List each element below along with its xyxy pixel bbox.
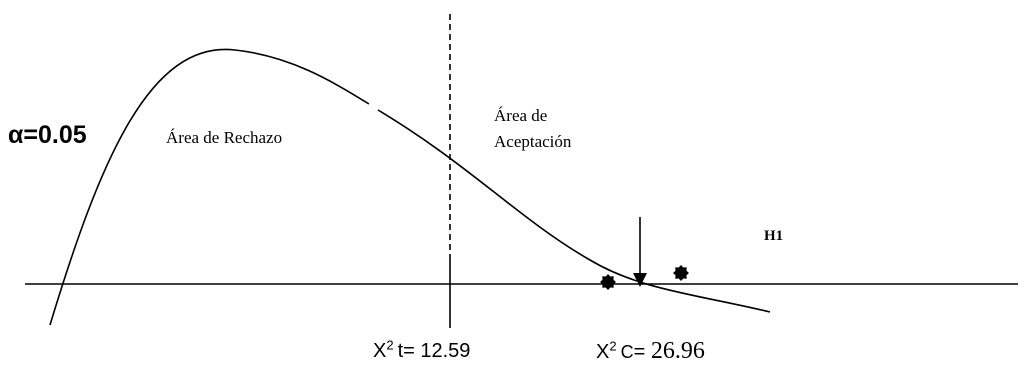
acceptance-area-line1: Área de <box>494 106 548 125</box>
down-arrow-icon <box>633 217 647 287</box>
distribution-curve <box>49 48 370 326</box>
critical-value-sub: t <box>397 340 404 362</box>
calculated-value-sub: C <box>620 342 634 362</box>
burst-star-icon <box>673 265 689 281</box>
calculated-value-label: X2 C= 26.96 <box>596 338 705 365</box>
calculated-value-power: 2 <box>609 338 617 354</box>
distribution-curve-tail <box>377 109 771 313</box>
calculated-value-symbol: X <box>596 341 610 363</box>
burst-star-icon <box>600 274 616 290</box>
acceptance-area-label: Área de Aceptación <box>494 103 571 155</box>
critical-value-label: X2 t= 12.59 <box>373 337 471 363</box>
rejection-area-label: Área de Rechazo <box>166 128 283 147</box>
calculated-value-number: 26.96 <box>650 338 705 364</box>
acceptance-area-line2: Aceptación <box>494 132 572 151</box>
calculated-value-eq: = <box>633 341 651 363</box>
critical-value-power: 2 <box>386 337 394 353</box>
alpha-label: α=0.05 <box>8 121 87 149</box>
critical-value-symbol: X <box>373 340 387 362</box>
hypothesis-label: H1 <box>764 228 784 244</box>
critical-value-eq: = 12.59 <box>403 340 471 362</box>
